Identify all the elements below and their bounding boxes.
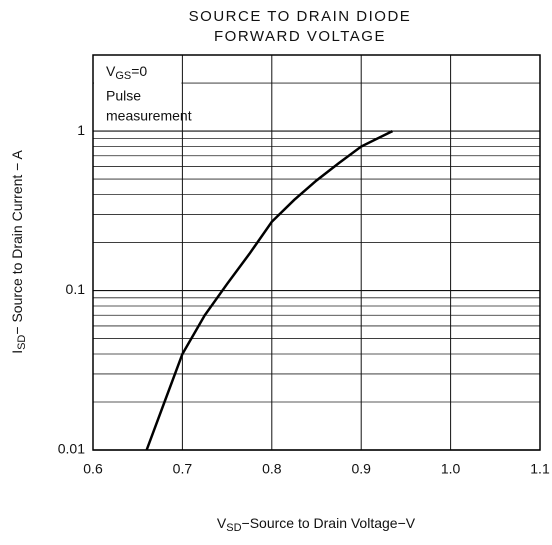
y-axis-label: ISD− Source to Drain Current − A [9, 150, 28, 354]
annotation-box [94, 56, 182, 131]
y-axis-label-sub: SD [16, 335, 28, 350]
x-axis-label: VSD−Source to Drain Voltage−V [217, 515, 416, 534]
x-tick-label: 1.0 [441, 461, 461, 477]
x-tick-label: 0.6 [83, 461, 103, 477]
y-tick-label: 0.01 [58, 441, 85, 457]
y-tick-label: 1 [77, 122, 85, 138]
y-tick-label: 0.1 [66, 281, 86, 297]
x-axis-label-sub: SD [226, 522, 241, 534]
annotation-rest: =0 [131, 63, 147, 79]
y-axis-label-rest: − Source to Drain Current − A [9, 150, 25, 335]
chart-title: SOURCE TO DRAIN DIODE [189, 8, 412, 25]
x-tick-label: 0.8 [262, 461, 282, 477]
annotation-sub: GS [115, 70, 131, 82]
annotation: VGS=0 [106, 63, 147, 82]
x-tick-label: 0.9 [351, 461, 371, 477]
curve [145, 129, 394, 451]
x-tick-label: 0.7 [173, 461, 193, 477]
x-axis-label-rest: −Source to Drain Voltage−V [242, 515, 416, 531]
y-axis-label-main: I [9, 350, 25, 354]
x-tick-label: 1.1 [530, 461, 550, 477]
annotation-main: V [106, 63, 116, 79]
plot-frame [92, 54, 541, 451]
annotation-line: Pulse [106, 88, 141, 104]
chart-title: FORWARD VOLTAGE [214, 28, 386, 45]
annotation-line: measurement [106, 108, 192, 124]
x-axis-label-main: V [217, 515, 227, 531]
